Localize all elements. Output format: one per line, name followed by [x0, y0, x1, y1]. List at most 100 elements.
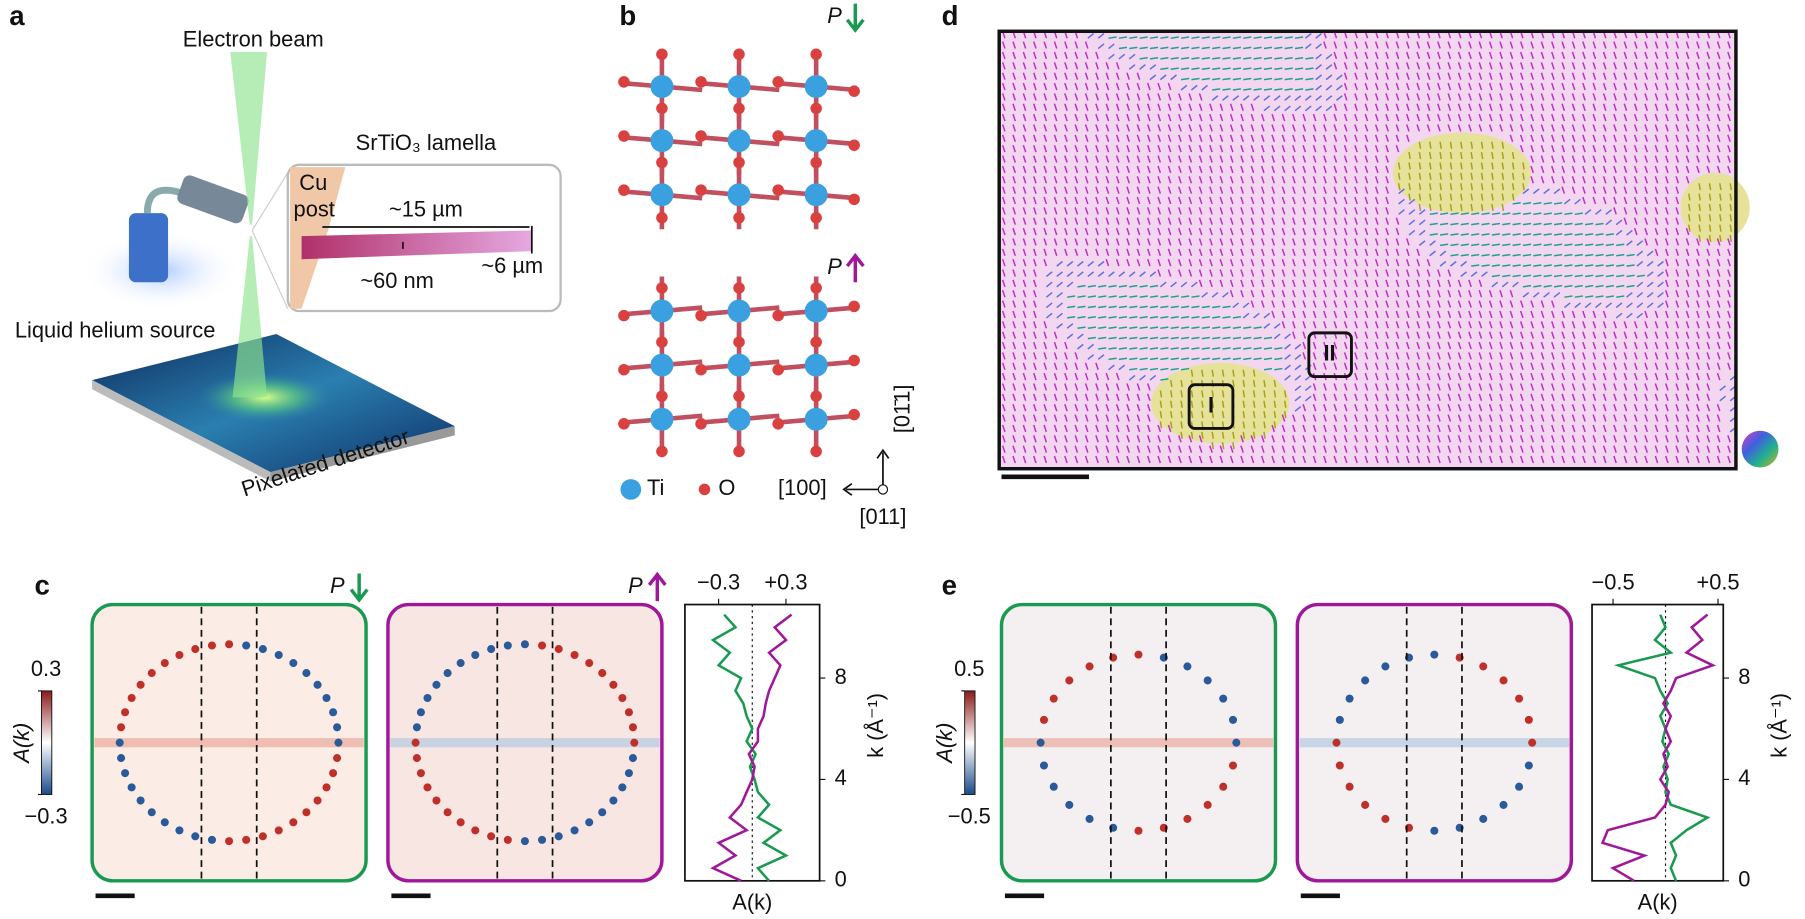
map-spot [329, 769, 338, 778]
map-spot [624, 769, 633, 778]
y-tick-label: 8 [835, 664, 847, 689]
map-spot [1065, 800, 1074, 809]
map-spot [1361, 800, 1370, 809]
polarization-label: P [628, 573, 643, 598]
post-label: Cu [299, 170, 327, 195]
map-spot [1345, 694, 1354, 703]
polarization-label: P [827, 3, 842, 28]
map-spot [1361, 676, 1370, 685]
map-spot [538, 641, 547, 650]
map-spot [570, 650, 579, 660]
panel-label: c [35, 570, 50, 601]
crystal-structures [618, 48, 860, 458]
o-atom [695, 418, 707, 430]
map-spot [1524, 761, 1533, 770]
o-atom [848, 354, 860, 367]
map-spot [443, 808, 452, 817]
ti-atom [727, 299, 751, 323]
lamella [301, 230, 532, 260]
map-spot [1036, 738, 1045, 747]
map-spot [274, 826, 283, 835]
o-legend [698, 483, 711, 496]
map-spot [225, 640, 234, 649]
map-spot [416, 769, 425, 778]
domain [1392, 132, 1532, 214]
o-atom [848, 300, 860, 313]
y-axis-label: k (Å⁻¹) [863, 693, 888, 758]
map-frame [997, 29, 1738, 471]
ti-atom [650, 129, 674, 153]
colorbar [964, 690, 976, 795]
ti-atom [727, 129, 751, 153]
o-atom [733, 282, 745, 294]
map-spot [1499, 676, 1508, 685]
beam-label: Electron beam [183, 26, 324, 51]
map-line [1003, 738, 1274, 748]
axis-label: [01̄1] [889, 385, 914, 434]
dewar [128, 213, 169, 283]
o-atom [733, 336, 745, 348]
map-spot [416, 708, 425, 717]
map-spot [630, 738, 639, 747]
length-label: ~15 µm [389, 197, 463, 222]
map-spot [456, 659, 465, 668]
map-spot [1499, 800, 1508, 809]
map-spot [1203, 676, 1212, 685]
map-spot [322, 783, 331, 792]
map-spot [333, 723, 342, 732]
o-atom [656, 156, 668, 169]
map-spot [136, 680, 145, 689]
o-atom [695, 363, 707, 376]
o-atom [695, 76, 707, 88]
profile-line [710, 613, 789, 882]
map-spot [274, 650, 283, 660]
color-wheel [1741, 430, 1779, 468]
o-atom [810, 282, 822, 294]
colorbar [40, 690, 53, 795]
panel-label: d [942, 0, 959, 31]
o-atom [848, 139, 860, 151]
panel-label: b [619, 0, 636, 31]
ti-atom [727, 75, 751, 99]
map-spot [147, 808, 156, 817]
map-spot [329, 708, 338, 717]
o-atom [848, 193, 860, 206]
map-frame [386, 602, 664, 883]
ti-atom [650, 183, 674, 207]
map-spot [1335, 715, 1344, 724]
map-spot [503, 835, 512, 844]
map-frame [1295, 602, 1574, 883]
map-spot [313, 796, 322, 805]
map-spot [1085, 662, 1094, 671]
map-spot [520, 837, 529, 846]
ti-atom [804, 129, 828, 153]
map-spot [1049, 694, 1058, 703]
region-label: I [1208, 392, 1214, 417]
polarization-arrow [845, 3, 865, 33]
map-spot [1524, 715, 1533, 724]
y-tick-label: 0 [835, 867, 847, 892]
map-spot [1430, 650, 1439, 659]
y-axis-label: k (Å⁻¹) [1767, 693, 1792, 758]
polarization-label: P [330, 573, 345, 598]
o-atom [618, 418, 630, 430]
map-spot [618, 693, 627, 703]
o-atom [695, 184, 707, 196]
vector-arrows [1067, 36, 1646, 381]
x-tick-label: −0.3 [697, 570, 740, 595]
o-atom [618, 184, 630, 196]
map-spot [302, 808, 311, 817]
o-atom [810, 48, 822, 61]
o-atom [733, 390, 745, 402]
diffraction-maps: 0.3 −0.3 A(k) 0.5 −0.5 A(k) [9, 602, 1574, 899]
map-spot [1134, 826, 1143, 835]
region-box [1307, 331, 1353, 379]
map-spot [242, 641, 251, 650]
map-bg [999, 31, 1736, 469]
map-spot [432, 796, 441, 805]
map-frame [90, 602, 368, 883]
polarization-arrow [647, 571, 667, 602]
ti-legend [620, 479, 642, 500]
map-spot [538, 835, 547, 844]
map-spot [609, 680, 618, 689]
